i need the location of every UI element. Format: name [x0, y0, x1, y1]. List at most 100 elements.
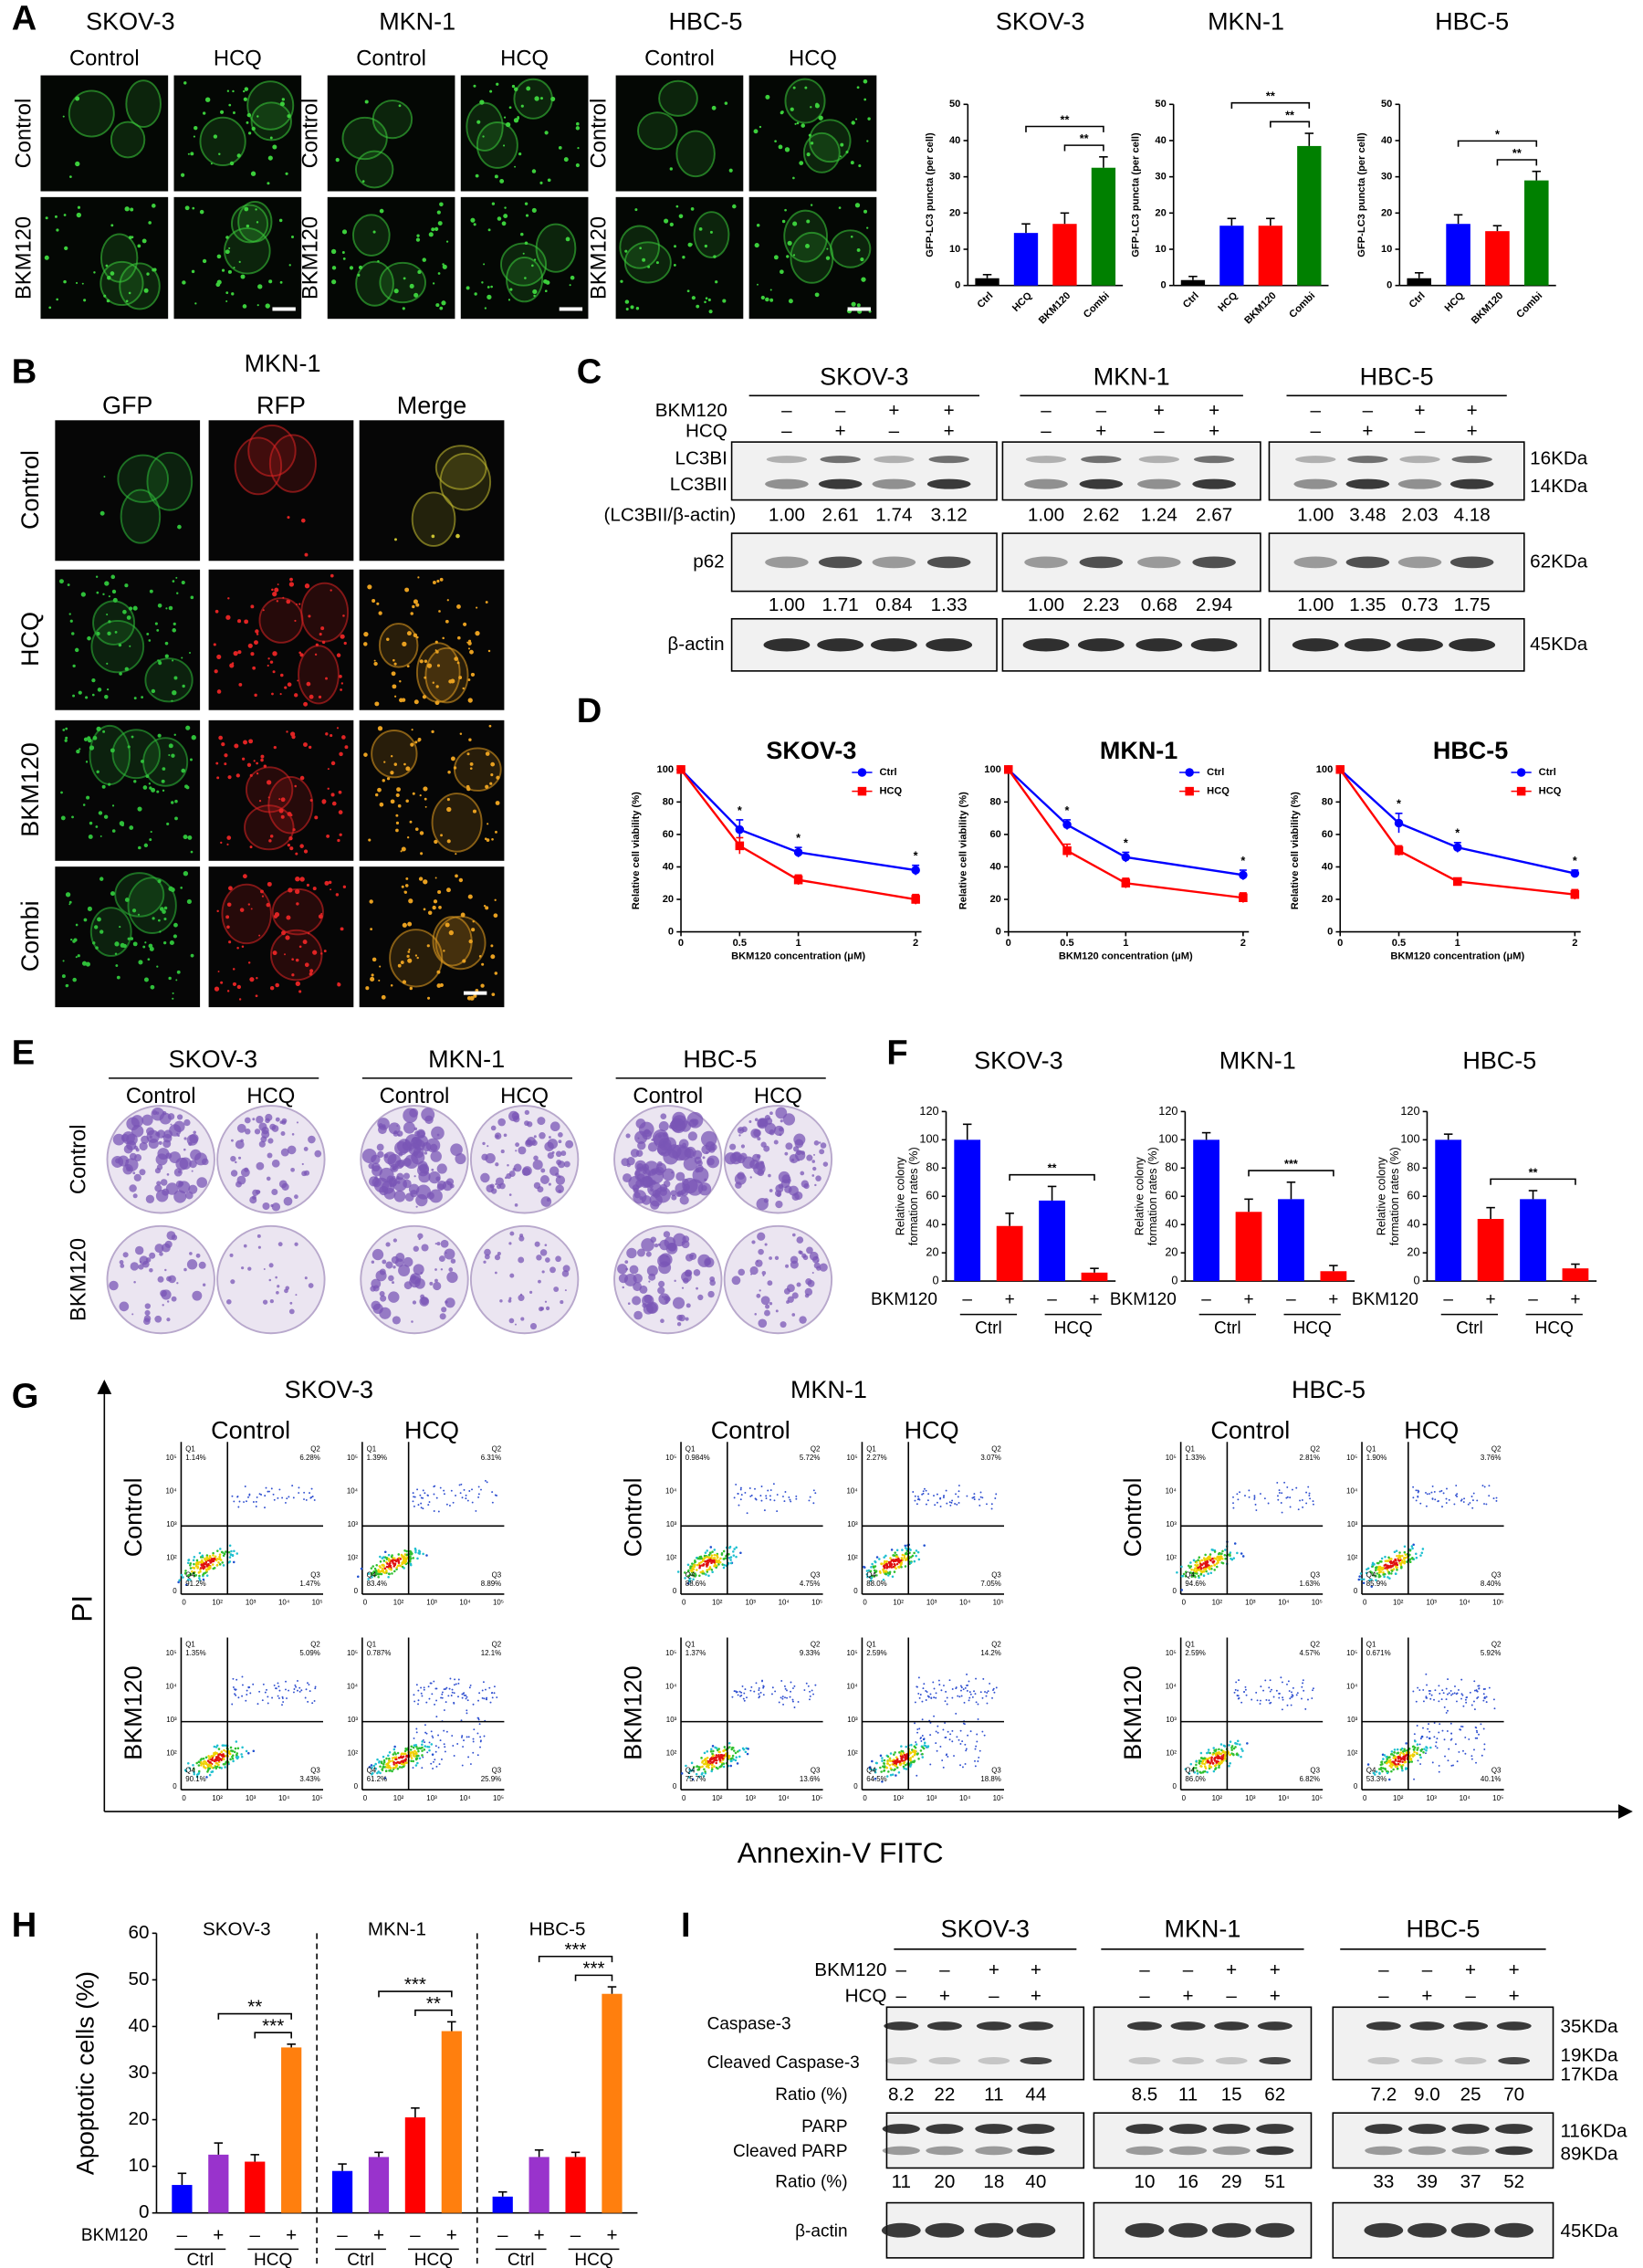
event	[880, 1770, 883, 1773]
flow-tick-label: 10²	[1212, 1599, 1223, 1607]
event	[285, 1680, 287, 1683]
colony	[685, 1303, 691, 1308]
event	[900, 1745, 903, 1748]
event	[728, 1545, 732, 1549]
event	[212, 1567, 215, 1570]
event	[394, 1756, 398, 1759]
event	[976, 1740, 978, 1743]
flow-tick-label: 10²	[893, 1599, 904, 1607]
event	[1289, 1697, 1292, 1700]
colony	[618, 1273, 629, 1284]
quadrant-name: Q2	[492, 1641, 502, 1649]
puncta	[227, 775, 232, 780]
event	[915, 1554, 917, 1558]
event	[1237, 1689, 1239, 1692]
puncta	[374, 793, 379, 797]
puncta	[138, 845, 141, 850]
puncta	[484, 307, 487, 310]
event	[1220, 1755, 1223, 1758]
event	[749, 1495, 752, 1497]
event	[883, 1769, 886, 1772]
event	[922, 1687, 925, 1690]
event	[431, 1693, 434, 1696]
event	[959, 1764, 961, 1767]
event	[479, 1740, 482, 1743]
puncta	[148, 639, 152, 642]
event	[1224, 1549, 1227, 1551]
puncta	[330, 589, 332, 592]
puncta	[219, 110, 225, 114]
puncta	[426, 944, 430, 948]
event	[189, 1567, 193, 1570]
puncta	[696, 304, 700, 309]
puncta	[478, 955, 482, 958]
quadrant-percent: 5.09%	[299, 1649, 319, 1657]
colony	[753, 1129, 761, 1138]
colony	[139, 1169, 146, 1176]
colony	[806, 1246, 813, 1255]
puncta	[856, 303, 861, 308]
event	[437, 1734, 440, 1737]
puncta	[294, 619, 297, 623]
event	[1236, 1752, 1239, 1755]
event	[1213, 1557, 1216, 1559]
colony	[508, 1318, 515, 1324]
event	[275, 1687, 277, 1690]
event	[216, 1549, 219, 1552]
puncta	[577, 146, 580, 150]
event	[875, 1574, 878, 1577]
event	[692, 1766, 696, 1769]
quadrant-percent: 1.90%	[1366, 1454, 1387, 1462]
event	[711, 1570, 714, 1574]
colony	[706, 1155, 719, 1169]
event	[1207, 1558, 1210, 1560]
puncta	[236, 946, 239, 950]
event	[1228, 1744, 1230, 1747]
colony	[665, 1255, 669, 1258]
puncta	[309, 971, 313, 976]
event	[698, 1565, 702, 1568]
event	[709, 1750, 713, 1753]
colony	[790, 1260, 799, 1269]
event	[457, 1678, 460, 1681]
event	[241, 1746, 244, 1749]
colony	[539, 1174, 549, 1184]
puncta	[713, 255, 717, 258]
puncta	[448, 929, 454, 936]
colony	[684, 1148, 695, 1159]
event	[496, 1696, 498, 1699]
colony	[553, 1286, 560, 1292]
event	[1190, 1568, 1193, 1571]
puncta	[431, 730, 434, 734]
sign: +	[1362, 420, 1373, 441]
colony	[271, 1159, 280, 1168]
puncta	[268, 839, 272, 843]
colony	[429, 1189, 443, 1203]
colony	[258, 1122, 267, 1131]
event	[392, 1748, 396, 1751]
event	[445, 1686, 448, 1689]
puncta	[63, 279, 67, 284]
quadrant-percent: 0.984%	[685, 1454, 710, 1462]
event	[901, 1759, 904, 1762]
event	[252, 1501, 255, 1503]
puncta	[363, 642, 368, 646]
row-label: Control	[586, 99, 611, 169]
event	[412, 1759, 415, 1763]
event	[235, 1753, 238, 1757]
event	[1403, 1545, 1407, 1548]
event	[901, 1750, 905, 1753]
colony	[780, 1321, 787, 1328]
event	[460, 1736, 463, 1738]
colony	[143, 1315, 152, 1322]
event	[214, 1555, 217, 1559]
event	[680, 1772, 684, 1775]
puncta	[339, 674, 342, 678]
event	[298, 1492, 300, 1494]
event	[701, 1771, 704, 1775]
event	[248, 1686, 251, 1688]
quadrant-percent: 88.0%	[866, 1580, 886, 1588]
event	[892, 1559, 895, 1563]
event	[410, 1550, 413, 1554]
puncta	[413, 699, 419, 705]
